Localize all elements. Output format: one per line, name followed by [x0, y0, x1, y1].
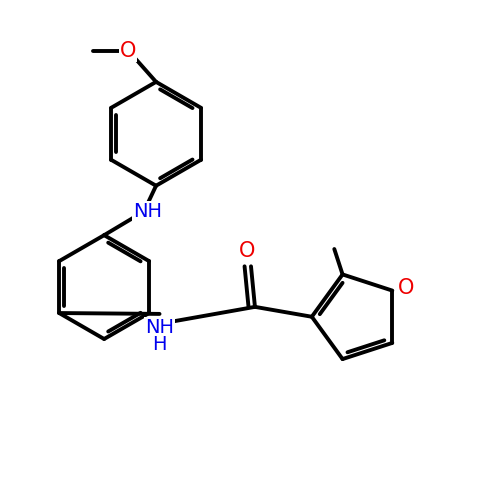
Text: H: H — [152, 335, 167, 354]
Text: NH: NH — [134, 202, 162, 221]
Text: O: O — [120, 41, 136, 61]
Text: O: O — [239, 242, 255, 262]
Text: O: O — [398, 278, 414, 298]
Text: NH: NH — [145, 318, 174, 338]
